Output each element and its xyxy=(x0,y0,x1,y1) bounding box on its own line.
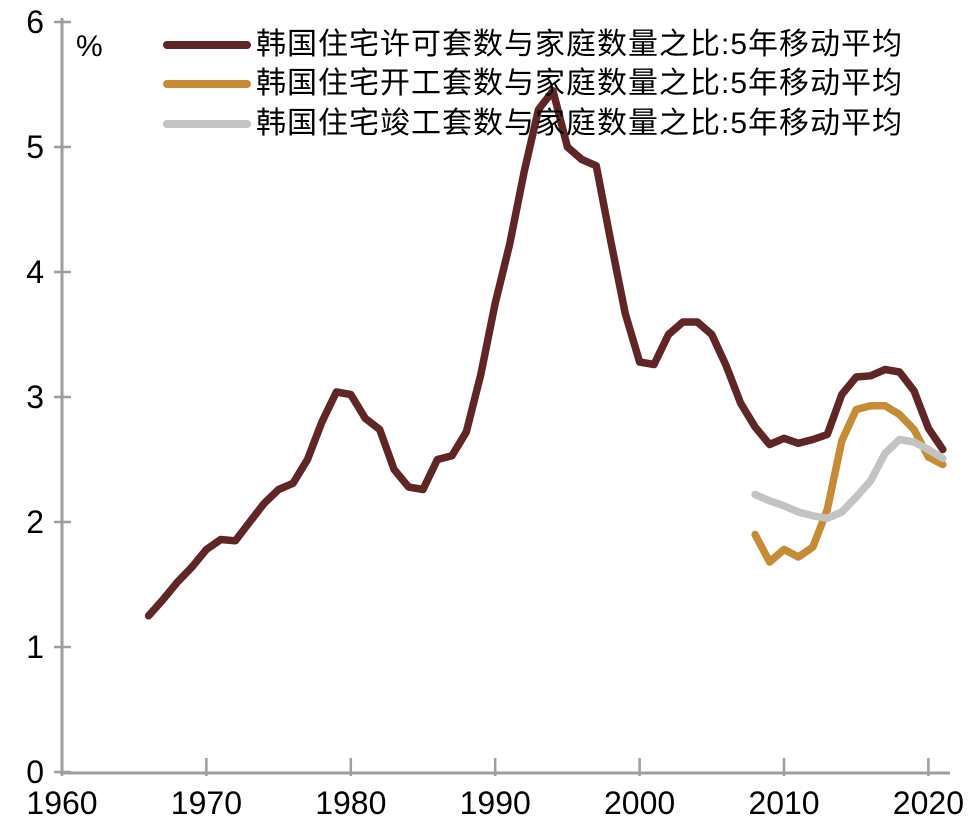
x-tick-label: 1980 xyxy=(315,785,386,821)
x-tick-label: 1960 xyxy=(26,785,97,821)
x-tick-label: 1990 xyxy=(460,785,531,821)
legend-item-starts: 韩国住宅开工套数与家庭数量之比:5年移动平均 xyxy=(163,65,903,105)
chart-legend: 韩国住宅许可套数与家庭数量之比:5年移动平均 韩国住宅开工套数与家庭数量之比:5年… xyxy=(163,25,903,144)
series-line-starts xyxy=(751,402,947,566)
legend-item-permits: 韩国住宅许可套数与家庭数量之比:5年移动平均 xyxy=(163,25,903,65)
series-line-permits xyxy=(144,87,947,620)
y-tick-label: 1 xyxy=(26,629,44,665)
x-tick-label: 1970 xyxy=(171,785,242,821)
x-tick-label: 2010 xyxy=(748,785,819,821)
legend-swatch-permits xyxy=(163,40,251,49)
y-tick-label: 2 xyxy=(26,504,44,540)
legend-item-completions: 韩国住宅竣工套数与家庭数量之比:5年移动平均 xyxy=(163,104,903,144)
x-tick-label: 2020 xyxy=(893,785,964,821)
y-tick-label: 6 xyxy=(26,4,44,40)
legend-label-completions: 韩国住宅竣工套数与家庭数量之比:5年移动平均 xyxy=(256,106,904,140)
series-line-completions xyxy=(751,435,947,523)
legend-swatch-starts xyxy=(163,80,251,89)
y-tick-label: 0 xyxy=(26,754,44,790)
legend-label-starts: 韩国住宅开工套数与家庭数量之比:5年移动平均 xyxy=(256,67,904,101)
legend-swatch-completions xyxy=(163,119,251,128)
y-tick-label: 5 xyxy=(26,129,44,165)
legend-label-permits: 韩国住宅许可套数与家庭数量之比:5年移动平均 xyxy=(256,27,904,61)
y-tick-label: 3 xyxy=(26,379,44,415)
y-axis-unit-label: % xyxy=(76,30,103,63)
x-tick-label: 2000 xyxy=(604,785,675,821)
y-tick-label: 4 xyxy=(26,254,44,290)
